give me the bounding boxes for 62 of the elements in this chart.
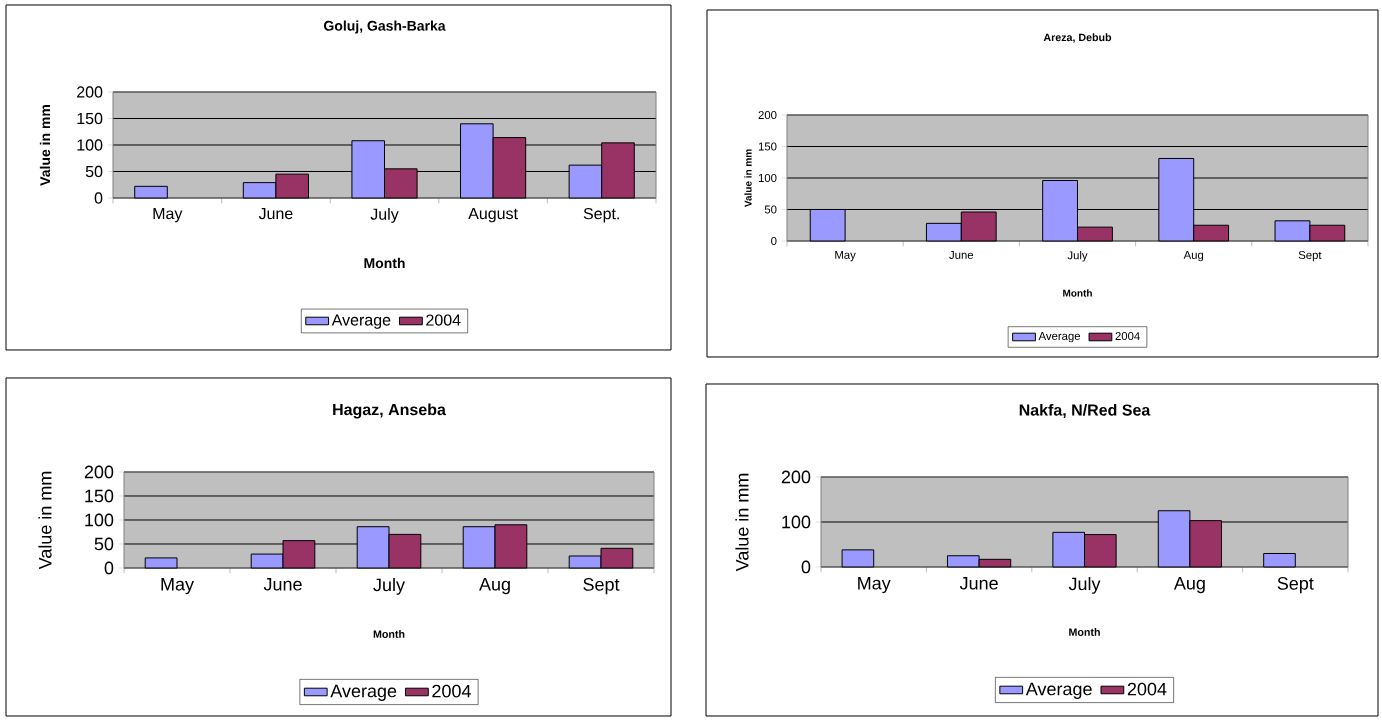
x-tick-label: May bbox=[161, 578, 194, 595]
y-axis-title: Value in mm bbox=[744, 149, 752, 208]
x-tick-label: July bbox=[370, 208, 399, 223]
chart-title: Nakfa, N/Red Sea bbox=[1019, 403, 1151, 419]
x-tick-label: June bbox=[959, 577, 998, 590]
x-tick-label: May bbox=[858, 577, 891, 594]
y-tick-label: 0 bbox=[801, 560, 811, 574]
y-tick-label: 200 bbox=[77, 86, 103, 98]
x-tick-label: July bbox=[373, 578, 405, 595]
y-tick-label: 0 bbox=[94, 192, 103, 204]
chart-title: Hagaz, Anseba bbox=[333, 403, 446, 419]
legend-label: 2004 bbox=[1127, 682, 1167, 696]
y-tick-label: 50 bbox=[94, 537, 114, 551]
y-axis-title: Value in mm bbox=[38, 471, 52, 570]
x-axis-title: Month bbox=[1063, 289, 1092, 297]
x-tick-label: August bbox=[468, 208, 518, 223]
y-tick-label: 100 bbox=[85, 513, 114, 527]
bar bbox=[144, 557, 178, 569]
y-tick-label: 50 bbox=[85, 165, 103, 178]
x-tick-label: July bbox=[1068, 577, 1101, 594]
x-tick-label: Sept bbox=[1298, 251, 1322, 262]
legend-label: 2004 bbox=[426, 314, 461, 326]
y-tick-label: 100 bbox=[77, 139, 103, 151]
x-tick-label: June bbox=[258, 208, 293, 220]
x-axis-title: Month bbox=[1069, 628, 1100, 636]
legend-label: 2004 bbox=[1115, 332, 1140, 341]
y-tick-label: 200 bbox=[781, 470, 811, 484]
x-tick-label: Aug bbox=[1173, 577, 1205, 594]
y-axis-title: Value in mm bbox=[735, 473, 749, 572]
y-tick-label: 50 bbox=[764, 205, 777, 214]
y-tick-label: 150 bbox=[758, 142, 777, 151]
y-tick-label: 100 bbox=[758, 173, 777, 182]
y-tick-label: 150 bbox=[77, 112, 103, 125]
legend-label: 2004 bbox=[432, 684, 471, 698]
legend-label: Average bbox=[330, 684, 397, 701]
x-tick-label: May bbox=[153, 208, 183, 223]
y-tick-label: 0 bbox=[771, 236, 777, 245]
bar bbox=[134, 185, 168, 199]
x-axis-title: Month bbox=[373, 630, 405, 638]
y-tick-label: 0 bbox=[104, 561, 114, 575]
x-tick-label: June bbox=[263, 578, 302, 591]
x-tick-label: June bbox=[949, 251, 974, 259]
y-tick-label: 100 bbox=[782, 515, 811, 529]
chart-title: Goluj, Gash-Barka bbox=[324, 20, 446, 34]
y-tick-label: 200 bbox=[758, 110, 777, 119]
x-tick-label: July bbox=[1067, 251, 1088, 262]
x-tick-label: Sept bbox=[583, 578, 620, 595]
bar bbox=[841, 549, 875, 568]
y-tick-label: 200 bbox=[84, 465, 114, 479]
chart-title: Areza, Debub bbox=[1043, 33, 1112, 43]
legend-label: Average bbox=[1025, 682, 1092, 699]
legend-label: Average bbox=[331, 314, 391, 329]
x-axis-title: Month bbox=[364, 257, 405, 269]
x-tick-label: Aug bbox=[479, 578, 510, 595]
x-tick-label: May bbox=[835, 251, 856, 262]
y-tick-label: 150 bbox=[85, 489, 114, 503]
x-tick-label: Aug bbox=[1183, 251, 1204, 262]
x-tick-label: Sept. bbox=[583, 208, 619, 223]
legend-label: Average bbox=[1038, 332, 1081, 343]
bar bbox=[1263, 552, 1296, 568]
y-axis-title: Value in mm bbox=[39, 105, 51, 186]
x-tick-label: Sept bbox=[1277, 577, 1314, 594]
